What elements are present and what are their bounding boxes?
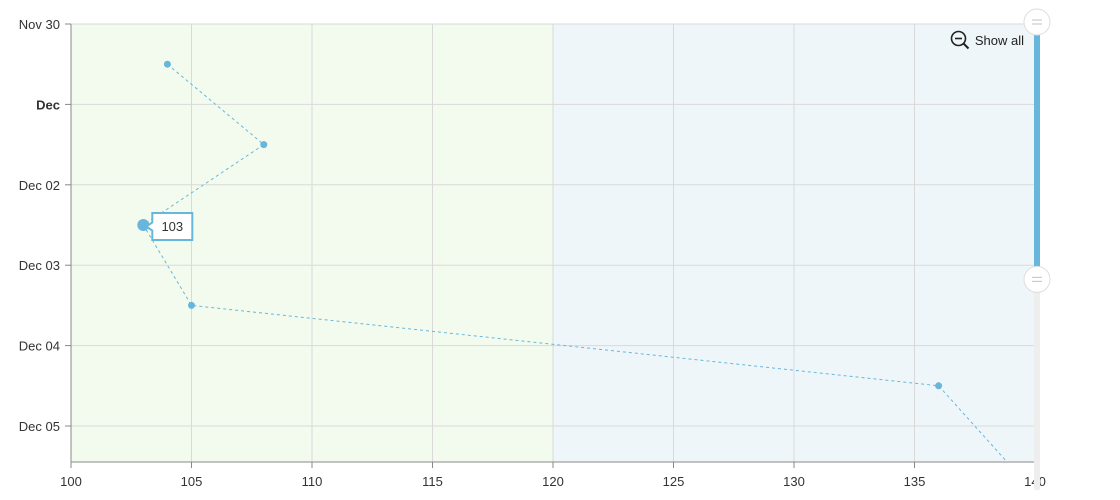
tooltip-box [144, 212, 194, 241]
x-tick-label-105: 105 [181, 474, 203, 489]
data-point-1[interactable] [260, 141, 268, 149]
x-tick-label-100: 100 [60, 474, 82, 489]
data-point-3[interactable] [188, 301, 195, 309]
tooltip-value: 103 [161, 219, 183, 234]
x-tick-label-115: 115 [422, 474, 443, 489]
data-point-0[interactable] [163, 60, 171, 68]
series-group [137, 60, 1008, 462]
x-tick-label-130: 130 [783, 474, 805, 489]
grid-lines [70, 23, 1036, 462]
series-line-0 [142, 63, 1008, 462]
data-point-4[interactable] [935, 382, 943, 390]
show-all-button[interactable]: Show all [950, 30, 1024, 50]
zoom-out-icon [950, 30, 970, 50]
tooltip: 103 [144, 212, 194, 241]
show-all-label: Show all [974, 32, 1024, 48]
scrollbar-start-grip[interactable] [1023, 8, 1051, 36]
y-axis-ticks: Nov 30 Dec Dec 02 Dec 03 Dec 04 Dec 05 [19, 17, 71, 434]
scrollbar[interactable] [1023, 8, 1051, 490]
x-tick-label-135: 135 [904, 474, 926, 489]
y-tick-label-0: Nov 30 [19, 17, 60, 32]
x-axis-ticks: 100105110115120125130135140 [60, 462, 1046, 489]
x-tick-label-125: 125 [663, 474, 685, 489]
y-tick-label-1: Dec [36, 97, 60, 112]
y-tick-label-3: Dec 03 [19, 258, 60, 273]
y-tick-label-5: Dec 05 [19, 419, 60, 434]
y-tick-label-2: Dec 02 [19, 178, 60, 193]
scrollbar-thumb[interactable] [1034, 22, 1040, 280]
x-tick-label-110: 110 [302, 474, 323, 489]
x-tick-label-120: 120 [542, 474, 564, 489]
scrollbar-end-grip[interactable] [1023, 265, 1051, 293]
y-tick-label-4: Dec 04 [19, 339, 60, 354]
data-point-2[interactable] [137, 219, 150, 231]
